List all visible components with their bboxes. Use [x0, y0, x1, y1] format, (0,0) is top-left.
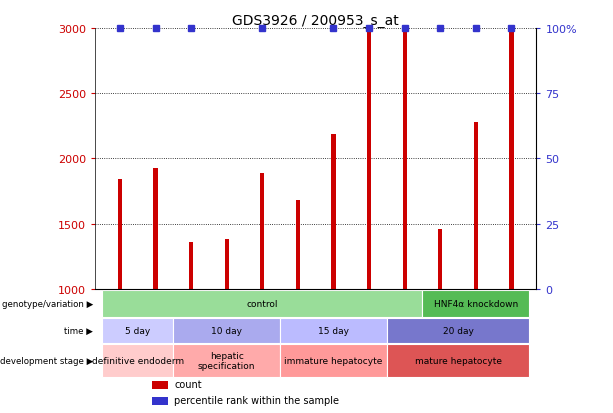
Bar — [189, 242, 193, 289]
Bar — [102, 318, 173, 343]
Bar — [422, 290, 529, 317]
Text: percentile rank within the sample: percentile rank within the sample — [175, 396, 340, 406]
Text: immature hepatocyte: immature hepatocyte — [284, 356, 383, 366]
Bar — [102, 290, 422, 317]
Bar — [153, 397, 168, 406]
Text: mature hepatocyte: mature hepatocyte — [414, 356, 501, 366]
Text: time ▶: time ▶ — [64, 326, 93, 335]
Bar — [387, 318, 529, 343]
Text: 20 day: 20 day — [443, 326, 473, 335]
Bar — [295, 201, 300, 289]
Bar — [367, 29, 371, 289]
Bar — [224, 240, 229, 289]
Bar — [153, 168, 158, 289]
Bar — [173, 318, 280, 343]
Text: hepatic
specification: hepatic specification — [198, 351, 256, 370]
Bar — [387, 344, 529, 377]
Text: genotype/variation ▶: genotype/variation ▶ — [2, 299, 93, 308]
Bar — [474, 123, 478, 289]
Bar — [332, 134, 336, 289]
Bar — [153, 381, 168, 389]
Text: development stage ▶: development stage ▶ — [0, 356, 93, 366]
Text: count: count — [175, 380, 202, 389]
Bar — [403, 29, 407, 289]
Bar — [280, 344, 387, 377]
Text: HNF4α knockdown: HNF4α knockdown — [434, 299, 518, 308]
Bar — [280, 318, 387, 343]
Bar — [102, 344, 173, 377]
Bar — [173, 344, 280, 377]
Bar — [438, 229, 443, 289]
Text: control: control — [246, 299, 278, 308]
Bar — [260, 173, 264, 289]
Text: definitive endoderm: definitive endoderm — [92, 356, 184, 366]
Text: 10 day: 10 day — [211, 326, 242, 335]
Bar — [118, 180, 122, 289]
Text: 15 day: 15 day — [318, 326, 349, 335]
Text: 5 day: 5 day — [125, 326, 150, 335]
Bar — [509, 29, 514, 289]
Title: GDS3926 / 200953_s_at: GDS3926 / 200953_s_at — [232, 14, 399, 28]
